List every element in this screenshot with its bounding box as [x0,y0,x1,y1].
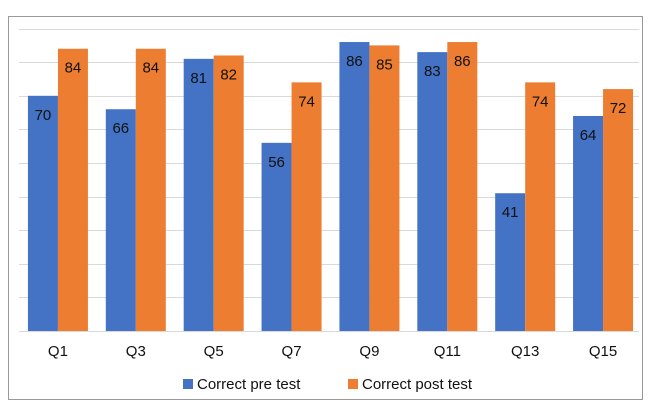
bar [525,82,556,331]
x-tick-label: Q7 [282,343,302,360]
data-label: 72 [610,100,627,117]
x-tick-label: Q1 [48,343,68,360]
data-label: 41 [502,204,519,221]
bar [603,89,634,331]
data-label: 86 [346,53,363,70]
bar [57,48,88,331]
bar [447,42,478,331]
data-label: 64 [580,127,597,144]
x-tick-label: Q5 [204,343,224,360]
data-label: 81 [190,70,207,87]
data-label: 85 [376,56,393,73]
data-label: 83 [424,63,441,80]
bar [573,115,604,332]
data-label: 56 [268,154,285,171]
x-tick-label: Q13 [511,343,539,360]
bar [495,193,526,331]
legend-label: Correct pre test [197,376,301,393]
bar [27,95,58,331]
x-tick-label: Q9 [359,343,379,360]
bar [135,48,166,331]
data-label: 86 [454,53,471,70]
data-label: 74 [532,93,549,110]
x-tick-label: Q15 [589,343,617,360]
legend-swatch [183,379,193,389]
bar [291,82,322,331]
data-label: 84 [142,60,159,77]
legend-label: Correct post test [362,376,473,393]
x-tick-label: Q11 [434,343,461,360]
legend-swatch [348,379,358,389]
data-label: 82 [220,66,237,83]
bar [213,55,244,331]
x-tick-label: Q3 [126,343,146,360]
bar [261,142,292,331]
bar [417,52,448,332]
data-label: 84 [65,60,82,77]
data-label: 70 [35,107,52,124]
bar [369,45,400,332]
data-label: 66 [112,120,129,137]
bar [339,42,370,331]
bar [105,109,136,332]
data-label: 74 [298,93,315,110]
bar [183,58,214,332]
